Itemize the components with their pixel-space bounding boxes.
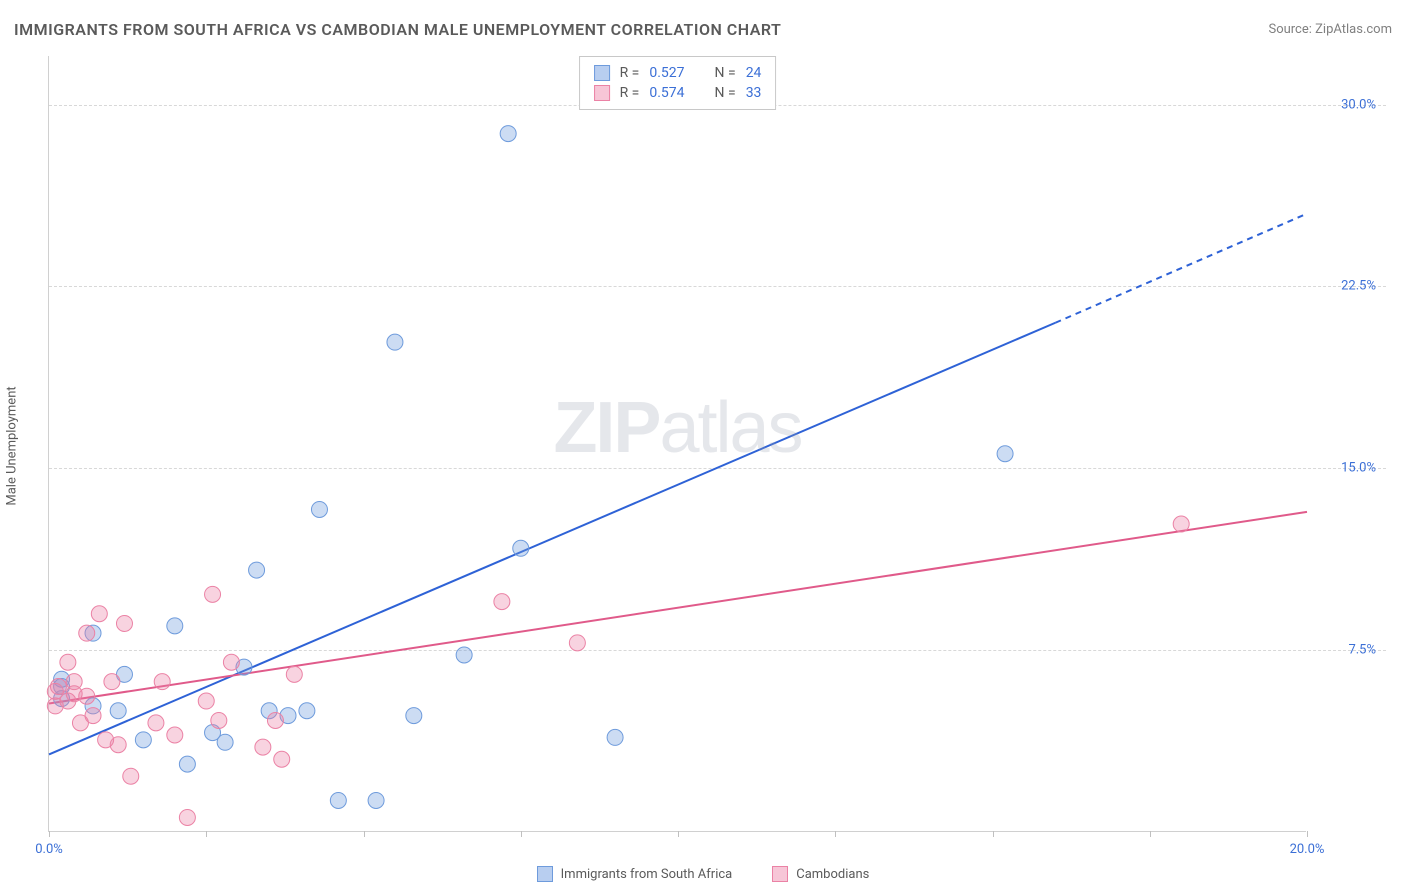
chart-header: IMMIGRANTS FROM SOUTH AFRICA VS CAMBODIA… (14, 14, 1392, 44)
y-axis-label: Male Unemployment (5, 386, 20, 505)
data-point (299, 703, 315, 719)
y-tick-label: 15.0% (1316, 461, 1376, 476)
x-tick (678, 831, 679, 837)
data-point (223, 654, 239, 670)
legend-label-cambodians: Cambodians (796, 867, 869, 882)
x-tick (1307, 831, 1308, 837)
data-point (494, 594, 510, 610)
stats-row-series-2: R = 0.574 N = 33 (594, 83, 762, 103)
x-tick (49, 831, 50, 837)
data-point (91, 606, 107, 622)
x-tick-label: 0.0% (35, 842, 63, 857)
legend-label-south-africa: Immigrants from South Africa (561, 867, 733, 882)
correlation-stats-box: R = 0.527 N = 24 R = 0.574 N = 33 (579, 56, 777, 110)
data-point (167, 618, 183, 634)
data-point (217, 734, 233, 750)
stats-r-label-2: R = (620, 85, 640, 101)
trend-line-dashed (1055, 214, 1307, 323)
legend-swatch-blue (537, 866, 553, 882)
data-point (311, 501, 327, 517)
x-tick (521, 831, 522, 837)
chart-area: R = 0.527 N = 24 R = 0.574 N = 33 ZIPatl… (48, 56, 1386, 832)
x-tick (364, 831, 365, 837)
data-point (211, 712, 227, 728)
stats-n-value-1: 24 (746, 65, 762, 81)
legend-item-cambodians: Cambodians (772, 866, 869, 882)
data-point (79, 688, 95, 704)
trend-line (49, 323, 1055, 755)
data-point (997, 446, 1013, 462)
stats-row-series-1: R = 0.527 N = 24 (594, 63, 762, 83)
data-point (123, 768, 139, 784)
legend-item-south-africa: Immigrants from South Africa (537, 866, 733, 882)
data-point (286, 666, 302, 682)
data-point (60, 654, 76, 670)
data-point (330, 792, 346, 808)
stats-n-label-2: N = (715, 85, 736, 101)
data-point (110, 703, 126, 719)
data-point (66, 674, 82, 690)
data-point (406, 708, 422, 724)
data-point (607, 729, 623, 745)
data-point (513, 540, 529, 556)
data-point (569, 635, 585, 651)
data-point (85, 708, 101, 724)
data-point (135, 732, 151, 748)
legend-swatch-pink (772, 866, 788, 882)
data-point (79, 625, 95, 641)
scatter-plot-svg (49, 56, 1306, 831)
stats-swatch-blue (594, 65, 610, 81)
x-tick-label: 20.0% (1290, 842, 1325, 857)
data-point (110, 737, 126, 753)
data-point (500, 126, 516, 142)
data-point (179, 756, 195, 772)
data-point (104, 674, 120, 690)
data-point (255, 739, 271, 755)
data-point (205, 586, 221, 602)
stats-r-value-2: 0.574 (649, 85, 684, 101)
data-point (116, 615, 132, 631)
data-point (249, 562, 265, 578)
data-point (456, 647, 472, 663)
stats-swatch-pink (594, 85, 610, 101)
source-attribution: Source: ZipAtlas.com (1268, 22, 1392, 37)
trend-line (49, 512, 1307, 704)
data-point (179, 809, 195, 825)
x-tick (1150, 831, 1151, 837)
bottom-legend: Immigrants from South Africa Cambodians (0, 866, 1406, 882)
x-tick (993, 831, 994, 837)
stats-n-label-1: N = (715, 65, 736, 81)
data-point (154, 674, 170, 690)
data-point (368, 792, 384, 808)
data-point (167, 727, 183, 743)
data-point (1173, 516, 1189, 532)
x-tick (835, 831, 836, 837)
data-point (198, 693, 214, 709)
y-tick-label: 7.5% (1316, 643, 1376, 658)
stats-r-label-1: R = (620, 65, 640, 81)
data-point (387, 334, 403, 350)
stats-r-value-1: 0.527 (649, 65, 684, 81)
data-point (274, 751, 290, 767)
y-tick-label: 30.0% (1316, 97, 1376, 112)
data-point (148, 715, 164, 731)
x-tick (206, 831, 207, 837)
data-point (267, 712, 283, 728)
chart-title: IMMIGRANTS FROM SOUTH AFRICA VS CAMBODIA… (14, 20, 781, 39)
stats-n-value-2: 33 (746, 85, 762, 101)
y-tick-label: 22.5% (1316, 279, 1376, 294)
data-point (50, 679, 66, 695)
plot-region: R = 0.527 N = 24 R = 0.574 N = 33 ZIPatl… (48, 56, 1306, 832)
